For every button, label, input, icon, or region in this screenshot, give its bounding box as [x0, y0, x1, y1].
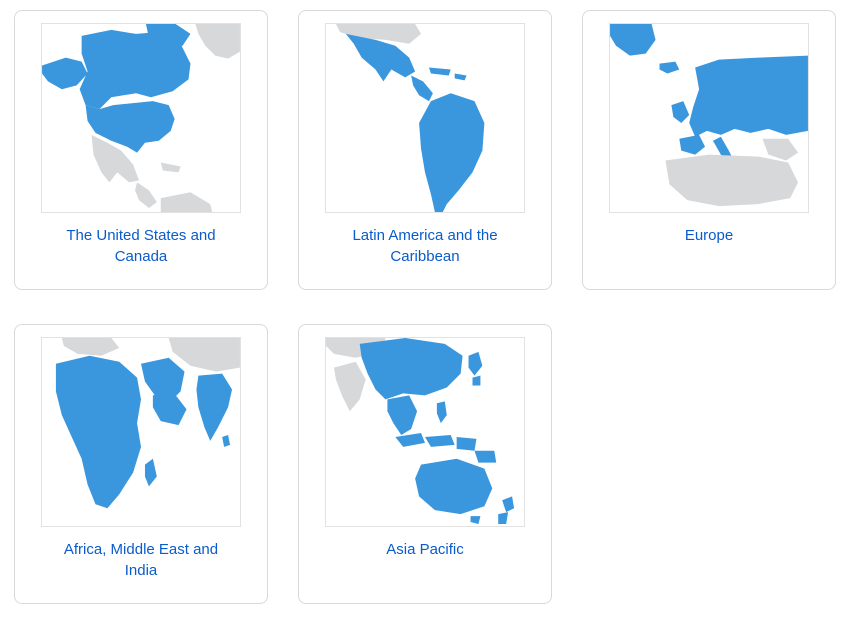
region-card-latin-caribbean[interactable]: Latin America and the Caribbean — [298, 10, 552, 290]
region-card-asia-pacific[interactable]: Asia Pacific — [298, 324, 552, 604]
region-label: Europe — [685, 225, 733, 246]
map-icon — [42, 24, 240, 212]
map-africa-me-india — [41, 337, 241, 527]
region-grid: The United States and Canada Latin Ameri… — [14, 10, 836, 604]
map-icon — [42, 338, 240, 526]
region-card-africa-me-india[interactable]: Africa, Middle East and India — [14, 324, 268, 604]
region-label: Asia Pacific — [386, 539, 464, 560]
map-icon — [326, 338, 524, 526]
map-icon — [610, 24, 808, 212]
region-card-europe[interactable]: Europe — [582, 10, 836, 290]
region-label: The United States and Canada — [51, 225, 231, 267]
map-latin-caribbean — [325, 23, 525, 213]
map-asia-pacific — [325, 337, 525, 527]
region-card-us-canada[interactable]: The United States and Canada — [14, 10, 268, 290]
map-us-canada — [41, 23, 241, 213]
region-label: Latin America and the Caribbean — [335, 225, 515, 267]
region-label: Africa, Middle East and India — [51, 539, 231, 581]
map-europe — [609, 23, 809, 213]
map-icon — [326, 24, 524, 212]
